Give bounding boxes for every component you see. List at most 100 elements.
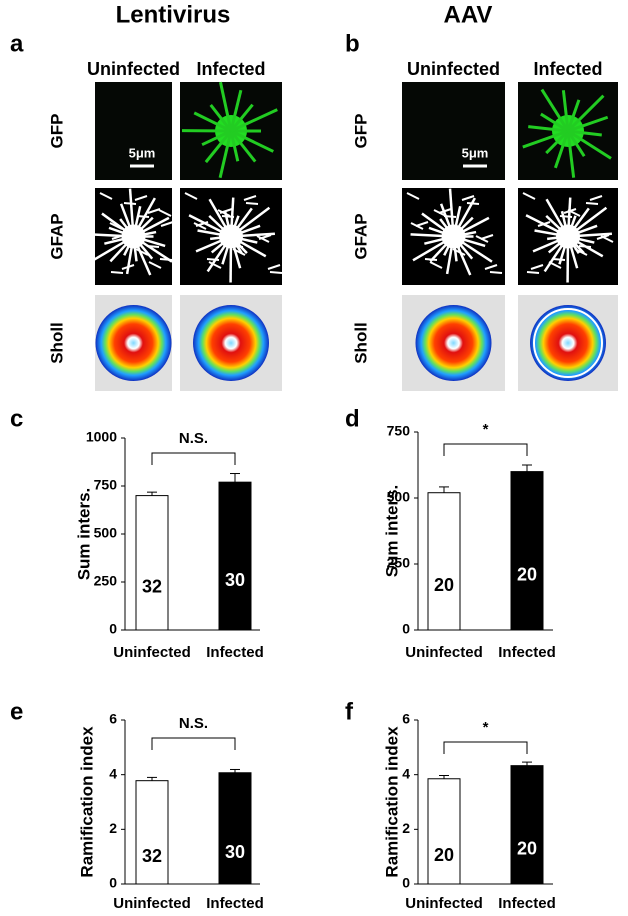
- process: [458, 216, 474, 232]
- process: [232, 215, 240, 230]
- sholl-rings: [415, 305, 492, 381]
- fiber: [110, 271, 124, 274]
- condition-label: Infected: [196, 59, 265, 79]
- column-title: AAV: [444, 1, 493, 28]
- sholl-rings: [193, 305, 269, 381]
- process: [108, 226, 127, 236]
- panel-letter: d: [345, 405, 360, 432]
- fiber: [147, 208, 161, 214]
- panel-letter: a: [10, 30, 24, 57]
- process: [137, 241, 154, 260]
- process: [221, 243, 230, 265]
- process: [561, 90, 570, 132]
- fiber: [406, 192, 420, 200]
- fiber: [122, 235, 136, 243]
- process: [230, 129, 274, 153]
- process: [454, 205, 462, 229]
- process: [546, 236, 561, 241]
- fiber: [559, 215, 573, 218]
- panel-letter: b: [345, 30, 360, 57]
- bar: [135, 495, 169, 631]
- process: [459, 239, 493, 263]
- significance-label: N.S.: [179, 430, 208, 447]
- sample-size: 20: [517, 565, 537, 585]
- process: [140, 237, 166, 248]
- process: [230, 108, 278, 133]
- process: [208, 198, 229, 231]
- fiber: [221, 215, 235, 218]
- fiber: [447, 245, 461, 248]
- fiber: [410, 222, 424, 230]
- process: [569, 243, 579, 269]
- fiber: [600, 235, 614, 243]
- process: [560, 210, 568, 230]
- y-tick-label: 0: [402, 875, 410, 891]
- process: [572, 241, 585, 254]
- process: [138, 216, 154, 232]
- y-tick-label: 500: [387, 489, 411, 505]
- significance-bracket: [151, 452, 236, 465]
- process: [119, 203, 132, 230]
- fiber: [574, 248, 588, 256]
- x-tick-label: Uninfected: [113, 895, 191, 912]
- fiber: [589, 195, 603, 201]
- process: [232, 243, 242, 269]
- y-tick-label: 250: [387, 555, 411, 571]
- fiber: [160, 221, 174, 227]
- scale-bar-label: 5μm: [129, 145, 156, 160]
- process: [566, 130, 586, 158]
- row-label: GFAP: [351, 213, 370, 259]
- process: [204, 130, 233, 164]
- fiber: [193, 222, 207, 230]
- fiber: [232, 248, 246, 256]
- fiber: [135, 248, 149, 256]
- fiber: [466, 202, 480, 205]
- column-title: Lentivirus: [116, 1, 231, 28]
- condition-label: Uninfected: [87, 59, 180, 79]
- process: [573, 206, 608, 233]
- process: [429, 241, 449, 263]
- process: [532, 238, 562, 253]
- y-tick-label: 4: [109, 765, 117, 781]
- y-tick-label: 750: [387, 423, 411, 439]
- sample-size: 30: [225, 842, 245, 862]
- row-label: GFP: [47, 114, 66, 149]
- process: [460, 216, 490, 234]
- panel-letter: f: [345, 698, 354, 725]
- process: [558, 243, 567, 265]
- fiber: [121, 264, 135, 270]
- process: [238, 224, 261, 235]
- fiber: [206, 258, 220, 261]
- fiber: [480, 234, 494, 240]
- process: [428, 226, 447, 236]
- process: [140, 216, 170, 234]
- process: [101, 212, 128, 233]
- process: [540, 112, 569, 133]
- process: [229, 130, 257, 163]
- process: [455, 243, 472, 276]
- x-tick-label: Uninfected: [405, 644, 483, 661]
- process: [197, 229, 224, 237]
- process: [236, 206, 271, 233]
- fiber: [489, 271, 503, 274]
- process: [206, 242, 228, 273]
- fiber: [230, 245, 244, 248]
- process: [136, 197, 156, 231]
- y-tick-label: 0: [402, 621, 410, 637]
- process: [566, 130, 576, 178]
- fiber: [585, 202, 599, 205]
- fiber: [111, 234, 125, 240]
- x-tick-label: Infected: [498, 895, 556, 912]
- bar: [135, 780, 169, 885]
- fiber: [158, 209, 172, 217]
- bar: [427, 492, 461, 631]
- process: [528, 125, 569, 133]
- significance-label: *: [483, 421, 489, 438]
- fiber: [461, 195, 475, 201]
- process: [209, 104, 233, 132]
- x-tick-label: Infected: [206, 895, 264, 912]
- process: [575, 237, 595, 244]
- y-tick-label: 0: [109, 875, 117, 891]
- fiber: [475, 235, 489, 243]
- row-label: GFAP: [47, 213, 66, 259]
